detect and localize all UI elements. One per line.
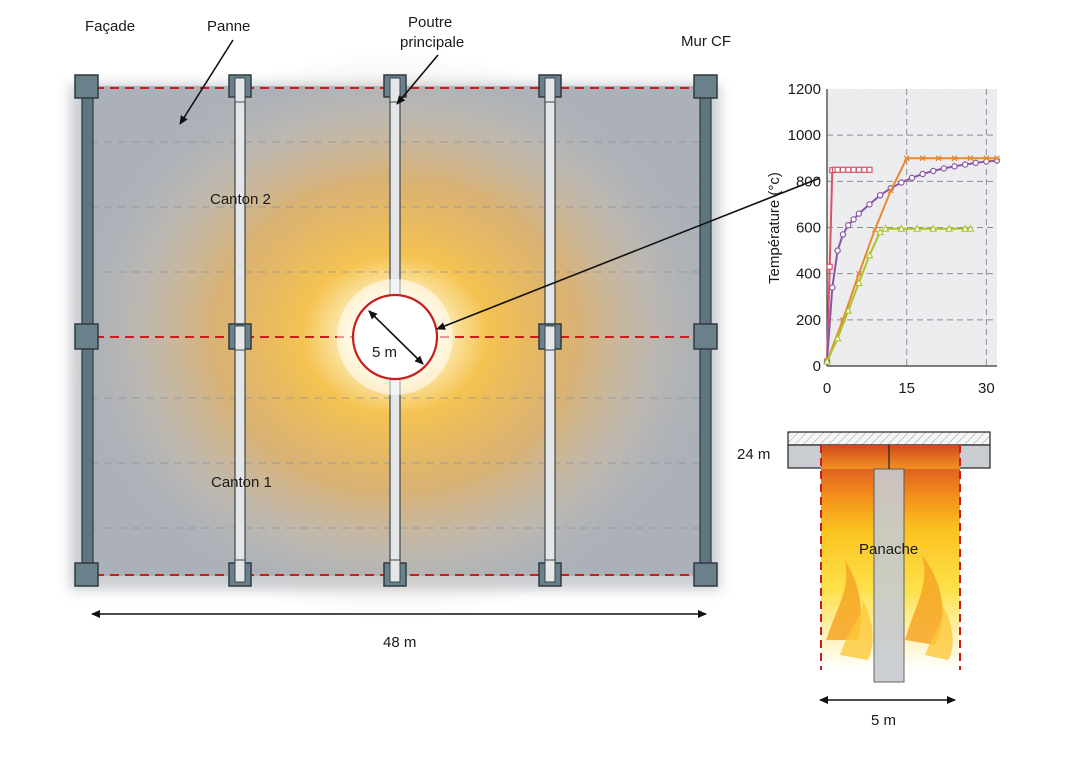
fire-diameter-label: 5 m: [372, 344, 397, 361]
canton-1-label: Canton 1: [211, 474, 272, 491]
chart-point-purple: [829, 284, 836, 291]
chart-point-purple: [845, 221, 852, 229]
chart-point-orange: [935, 155, 942, 162]
chart-point-orange: [871, 226, 878, 233]
chart-x-tick-label: 30: [978, 380, 995, 397]
plume-width-label: 5 m: [871, 712, 896, 729]
chart-series: [823, 155, 1001, 365]
chart-point-purple: [834, 247, 841, 254]
plan-view: 5 m Façade Panne Poutre principale Mur C…: [65, 14, 731, 651]
flame-left: [826, 560, 862, 640]
chart-point-orange: [903, 155, 910, 162]
flame-right-inner: [925, 605, 953, 660]
chart-point-green: [929, 224, 938, 232]
chart-point-green: [844, 306, 853, 314]
flame-left-inner: [840, 600, 873, 660]
chart-point-pink: [834, 166, 841, 173]
chart-leader-arrow: [436, 177, 821, 330]
chart-point-orange: [919, 155, 926, 162]
chart-y-tick-label: 200: [796, 312, 821, 329]
chart-y-tick-label: 0: [813, 358, 821, 375]
chart-axes: [826, 89, 997, 367]
flame-right: [905, 555, 943, 645]
facade-column: [74, 74, 99, 587]
chart-point-orange: [951, 155, 958, 162]
chart-point-green: [854, 278, 863, 286]
facade-label: Façade: [85, 18, 135, 35]
mur-cf-column: [693, 74, 718, 587]
chart-point-pink: [839, 166, 847, 173]
chart-y-tick-label: 600: [796, 220, 821, 237]
chart-y-axis-label: Température (°c): [766, 172, 783, 284]
plume-column: [873, 468, 905, 683]
chart-x-tick-label: 15: [898, 380, 915, 397]
chart-point-purple: [908, 174, 916, 182]
chart-point-green: [865, 251, 874, 259]
chart-point-pink: [850, 166, 857, 173]
panne-arrow: [179, 39, 234, 125]
chart-point-purple: [850, 216, 857, 223]
chart-point-purple: [951, 163, 958, 170]
chart-point-pink: [845, 166, 852, 173]
chart-y-tick-label: 1000: [788, 127, 821, 144]
chart-point-green: [833, 334, 842, 342]
chart-point-orange: [887, 187, 894, 194]
chart-point-purple: [930, 167, 937, 175]
panne-label: Panne: [207, 18, 250, 35]
chart-point-purple: [940, 165, 948, 172]
chart-point-pink: [855, 166, 862, 173]
poutre-label-line2: principale: [400, 34, 464, 51]
chart-x-tick-label: 0: [823, 380, 831, 397]
chart-point-purple: [839, 231, 847, 238]
panache-label: Panache: [859, 541, 918, 558]
secondary-lines: [90, 141, 705, 529]
chart-point-pink: [866, 166, 873, 173]
chart-point-green: [913, 224, 922, 232]
height-label: 24 m: [737, 446, 770, 463]
beam-3: [538, 74, 562, 587]
chart-point-purple: [866, 201, 873, 208]
chart-point-orange: [855, 270, 862, 277]
chart-point-green: [966, 224, 975, 232]
poutre-arrow: [396, 54, 439, 105]
chart-point-green: [823, 357, 831, 365]
chart-point-orange: [994, 155, 1000, 162]
chart-y-tick-label: 1200: [788, 81, 821, 98]
chart-point-green: [945, 224, 954, 232]
chart-point-green: [897, 224, 906, 232]
mur-cf-label: Mur CF: [681, 33, 731, 50]
plume-view: 24 m Panache 5 m: [737, 431, 991, 729]
chart-point-purple: [855, 210, 863, 217]
plume-top-layer: [821, 445, 960, 469]
canton-2-label: Canton 2: [210, 191, 271, 208]
chart-point-purple: [876, 191, 884, 199]
temperature-chart: 0 200 400 600 800 1000 1200 0 15 30 Température (…: [766, 81, 1001, 397]
chart-point-green: [881, 224, 890, 232]
chart-point-green: [876, 227, 885, 236]
fire-zone: 5 m: [337, 279, 453, 395]
chart-point-pink: [826, 263, 833, 270]
chart-point-purple: [898, 179, 905, 186]
beam-1: [228, 74, 252, 587]
chart-grid: [827, 89, 997, 366]
chart-point-orange: [983, 155, 990, 162]
chart-point-purple: [961, 161, 969, 168]
chart-ticks: 0 200 400 600 800 1000 1200 0 15 30: [788, 81, 995, 397]
chart-point-purple: [919, 170, 926, 178]
width-label: 48 m: [383, 634, 416, 651]
chart-point-orange: [967, 155, 974, 162]
chart-point-pink: [861, 166, 868, 173]
roof-hatched: [787, 431, 991, 446]
chart-point-green: [961, 224, 970, 232]
chart-series-line-orange: [826, 157, 997, 362]
chart-point-purple: [972, 159, 979, 167]
fire-diameter-arrow: [368, 310, 424, 365]
poutre-label-line1: Poutre: [408, 14, 452, 31]
chart-y-tick-label: 400: [796, 266, 821, 283]
chart-y-tick-label: 800: [796, 173, 821, 190]
